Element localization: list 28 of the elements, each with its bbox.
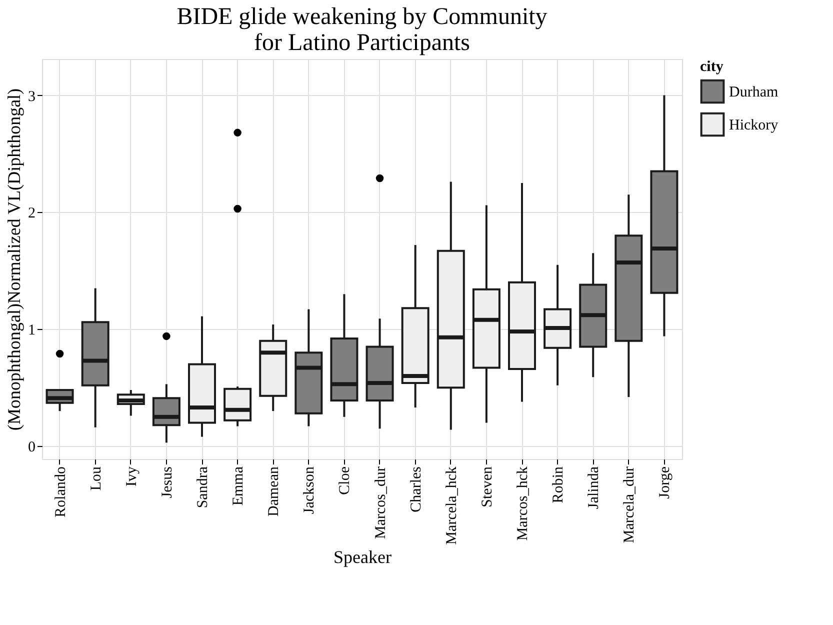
x-tick-label: Robin [550, 466, 567, 504]
x-tick-label: Steven [479, 466, 496, 508]
legend-label: Hickory [729, 118, 779, 134]
y-tick-label: 2 [28, 206, 36, 222]
x-tick-label: Marcos_hck [515, 466, 531, 541]
x-tick-label: Lou [88, 466, 104, 491]
x-tick-label: Emma [230, 466, 247, 506]
x-tick-label: Marcela_dur [622, 466, 638, 544]
x-tick-label: Jesus [159, 466, 176, 498]
y-tick-label: 0 [28, 440, 36, 456]
y-axis-title: (Monophthongal)Normalized VL(Diphthongal) [4, 88, 24, 431]
x-tick-label: Jackson [302, 466, 318, 514]
x-tick-label: Jalinda [586, 466, 602, 509]
legend-title: city [700, 59, 724, 75]
chart-title: BIDE glide weakening by Community for Latino Participants [176, 4, 548, 56]
x-tick-label: Rolando [52, 466, 69, 518]
y-tick-label: 3 [28, 88, 36, 105]
x-tick-label: Ivy [124, 466, 140, 486]
x-axis-title: Speaker [334, 546, 392, 567]
x-tick-label: Damean [266, 466, 282, 516]
x-tick-label: Jorge [657, 466, 674, 499]
x-tick-label: Marcos_dur [372, 466, 389, 539]
x-tick-label: Marcela_hck [444, 466, 460, 545]
y-tick-label: 1 [28, 322, 36, 339]
x-tick-label: Sandra [195, 466, 211, 508]
x-tick-label: Charles [408, 466, 424, 512]
x-tick-label: Cloe [337, 466, 354, 495]
legend-label: Durham [729, 84, 778, 100]
